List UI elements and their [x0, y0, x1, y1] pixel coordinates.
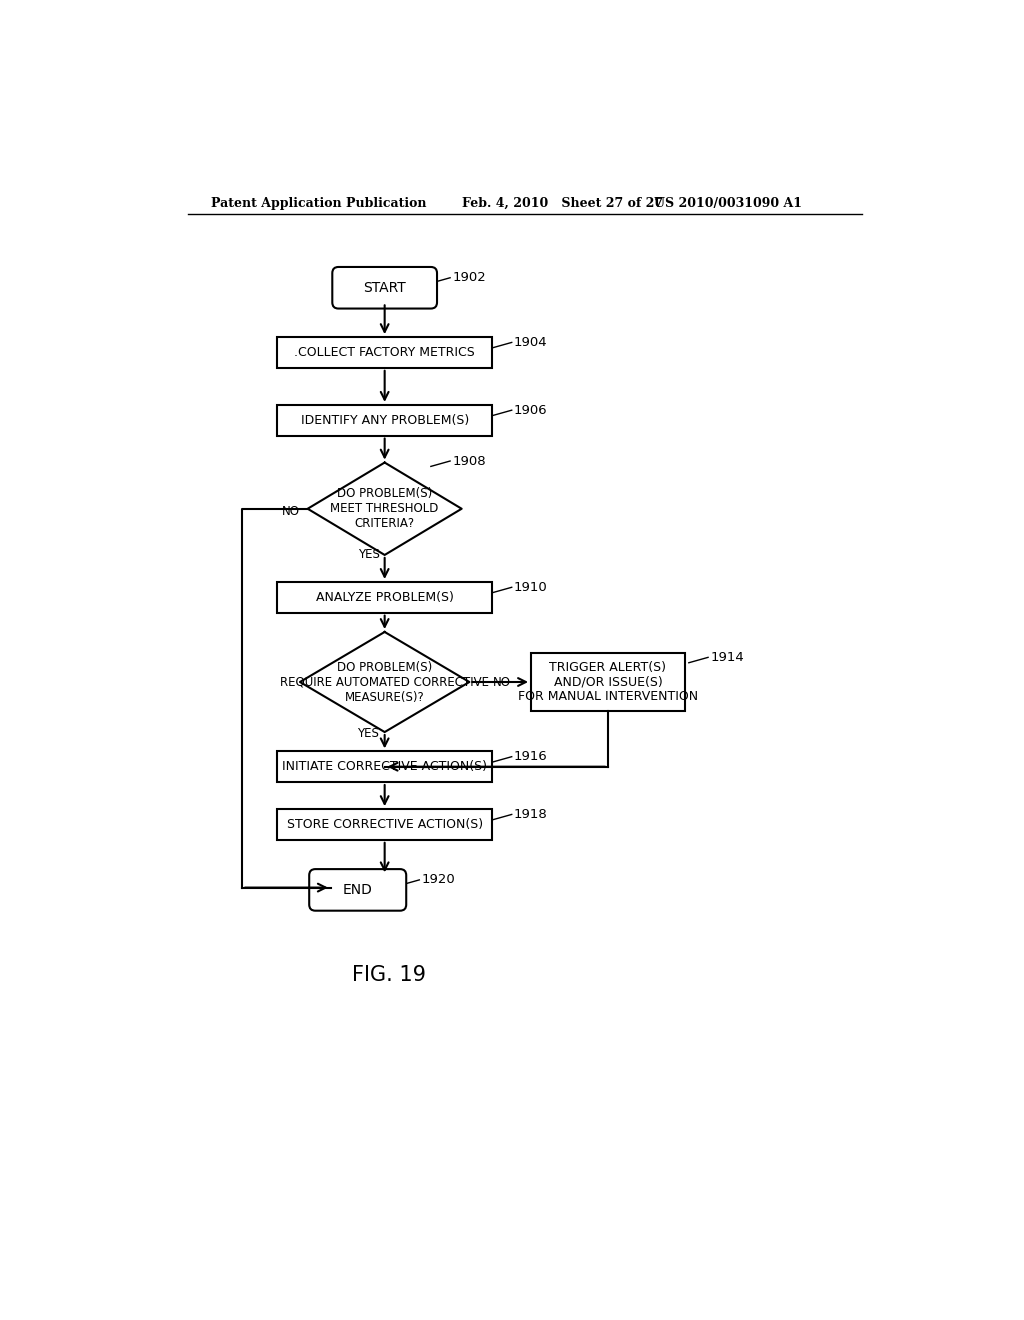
Text: YES: YES — [358, 548, 380, 561]
Text: FIG. 19: FIG. 19 — [351, 965, 426, 985]
Text: 1902: 1902 — [453, 271, 486, 284]
Text: 1906: 1906 — [514, 404, 548, 417]
Text: IDENTIFY ANY PROBLEM(S): IDENTIFY ANY PROBLEM(S) — [300, 413, 469, 426]
Text: END: END — [343, 883, 373, 896]
Text: 1920: 1920 — [422, 874, 456, 887]
Text: 1916: 1916 — [514, 750, 548, 763]
Polygon shape — [307, 462, 462, 554]
Text: Feb. 4, 2010   Sheet 27 of 27: Feb. 4, 2010 Sheet 27 of 27 — [462, 197, 663, 210]
Polygon shape — [300, 632, 469, 733]
Bar — [276, 809, 493, 840]
FancyBboxPatch shape — [309, 869, 407, 911]
Text: .COLLECT FACTORY METRICS: .COLLECT FACTORY METRICS — [294, 346, 475, 359]
Text: NO: NO — [493, 676, 510, 689]
Bar — [276, 405, 493, 436]
Text: NO: NO — [282, 504, 300, 517]
Text: Patent Application Publication: Patent Application Publication — [211, 197, 427, 210]
Text: TRIGGER ALERT(S)
AND/OR ISSUE(S)
FOR MANUAL INTERVENTION: TRIGGER ALERT(S) AND/OR ISSUE(S) FOR MAN… — [518, 660, 698, 704]
Text: 1918: 1918 — [514, 808, 548, 821]
Text: START: START — [364, 281, 407, 294]
Text: 1904: 1904 — [514, 335, 548, 348]
Text: DO PROBLEM(S)
MEET THRESHOLD
CRITERIA?: DO PROBLEM(S) MEET THRESHOLD CRITERIA? — [331, 487, 439, 531]
Text: STORE CORRECTIVE ACTION(S): STORE CORRECTIVE ACTION(S) — [287, 818, 482, 832]
Text: DO PROBLEM(S)
REQUIRE AUTOMATED CORRECTIVE
MEASURE(S)?: DO PROBLEM(S) REQUIRE AUTOMATED CORRECTI… — [281, 660, 489, 704]
FancyBboxPatch shape — [333, 267, 437, 309]
Bar — [276, 582, 493, 612]
Text: 1908: 1908 — [453, 454, 486, 467]
Bar — [531, 653, 685, 711]
Bar — [276, 337, 493, 368]
Text: INITIATE CORRECTIVE ACTION(S): INITIATE CORRECTIVE ACTION(S) — [283, 760, 487, 774]
Text: 1914: 1914 — [711, 651, 744, 664]
Bar — [276, 751, 493, 781]
Text: YES: YES — [356, 727, 379, 741]
Text: 1910: 1910 — [514, 581, 548, 594]
Text: US 2010/0031090 A1: US 2010/0031090 A1 — [654, 197, 802, 210]
Text: ANALYZE PROBLEM(S): ANALYZE PROBLEM(S) — [315, 591, 454, 603]
